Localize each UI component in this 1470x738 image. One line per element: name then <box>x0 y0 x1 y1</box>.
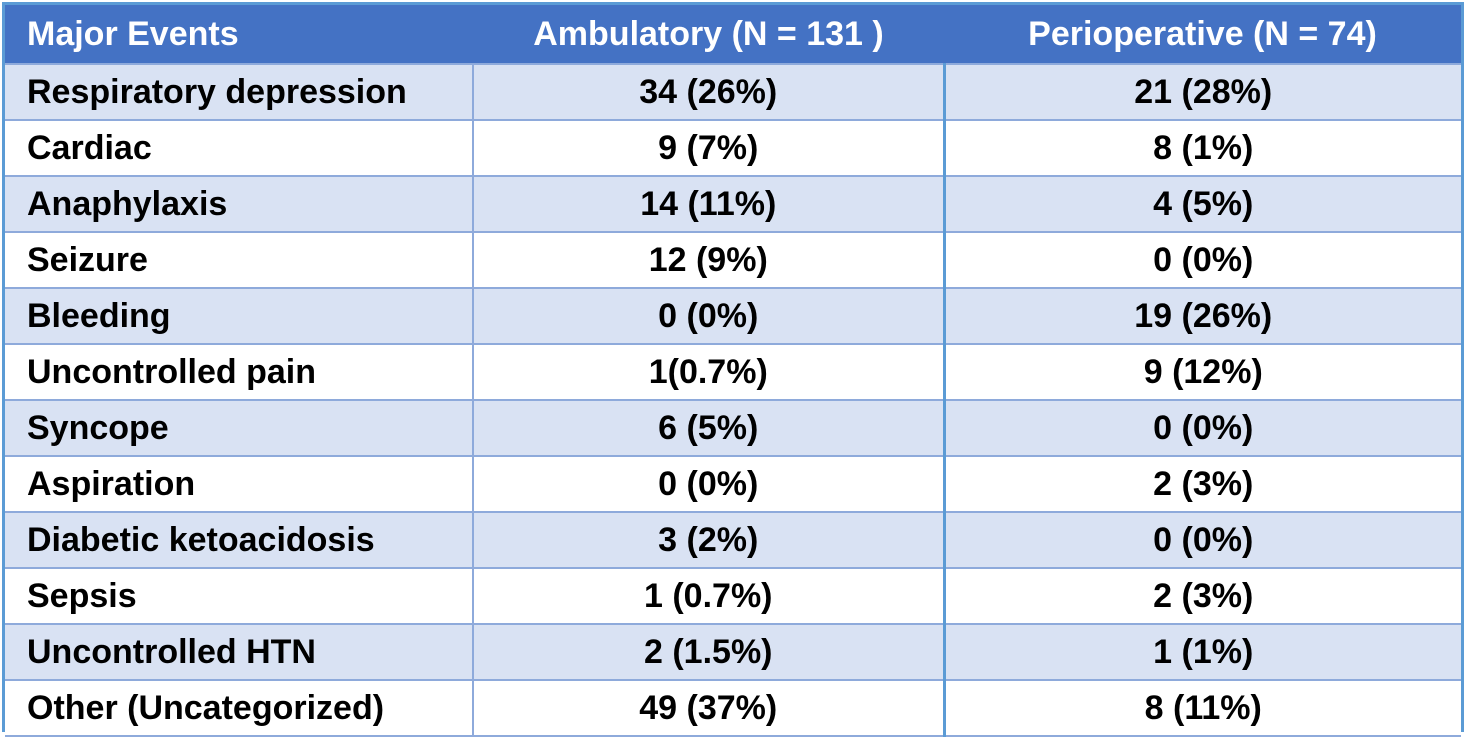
header-ambulatory: Ambulatory (N = 131 ) <box>533 14 884 53</box>
table-row: Diabetic ketoacidosis 3 (2%) 0 (0%) <box>5 511 1461 569</box>
table-row: Seizure 12 (9%) 0 (0%) <box>5 231 1461 289</box>
ambulatory-value: 1(0.7%) <box>472 343 946 401</box>
ambulatory-value: 0 (0%) <box>472 455 946 513</box>
event-name: Syncope <box>5 399 473 457</box>
ambulatory-value: 34 (26%) <box>472 63 946 121</box>
perioperative-value: 4 (5%) <box>942 175 1461 233</box>
event-name: Bleeding <box>5 287 473 345</box>
ambulatory-value: 6 (5%) <box>472 399 946 457</box>
perioperative-value: 2 (3%) <box>942 455 1461 513</box>
event-name: Other (Uncategorized) <box>5 679 473 737</box>
perioperative-value: 8 (1%) <box>942 119 1461 177</box>
ambulatory-value: 14 (11%) <box>472 175 946 233</box>
perioperative-value: 21 (28%) <box>942 63 1461 121</box>
table-row: Sepsis 1 (0.7%) 2 (3%) <box>5 567 1461 625</box>
header-perioperative: Perioperative (N = 74) <box>1028 14 1377 53</box>
table-body: Respiratory depression 34 (26%) 21 (28%)… <box>5 63 1461 737</box>
table-row: Other (Uncategorized) 49 (37%) 8 (11%) <box>5 679 1461 737</box>
event-name: Uncontrolled pain <box>5 343 473 401</box>
perioperative-value: 8 (11%) <box>942 679 1461 737</box>
event-name: Diabetic ketoacidosis <box>5 511 473 569</box>
perioperative-value: 19 (26%) <box>942 287 1461 345</box>
ambulatory-value: 12 (9%) <box>472 231 946 289</box>
header-major-events: Major Events <box>27 14 239 53</box>
table-header-row: Major Events Ambulatory (N = 131 ) Perio… <box>5 5 1461 64</box>
table-row: Uncontrolled HTN 2 (1.5%) 1 (1%) <box>5 623 1461 681</box>
event-name: Anaphylaxis <box>5 175 473 233</box>
perioperative-value: 9 (12%) <box>942 343 1461 401</box>
table-row: Bleeding 0 (0%) 19 (26%) <box>5 287 1461 345</box>
ambulatory-value: 2 (1.5%) <box>472 623 946 681</box>
event-name: Uncontrolled HTN <box>5 623 473 681</box>
perioperative-value: 0 (0%) <box>942 231 1461 289</box>
table-row: Aspiration 0 (0%) 2 (3%) <box>5 455 1461 513</box>
table-row: Cardiac 9 (7%) 8 (1%) <box>5 119 1461 177</box>
perioperative-value: 1 (1%) <box>942 623 1461 681</box>
event-name: Respiratory depression <box>5 63 473 121</box>
table-row: Anaphylaxis 14 (11%) 4 (5%) <box>5 175 1461 233</box>
table-row: Uncontrolled pain 1(0.7%) 9 (12%) <box>5 343 1461 401</box>
event-name: Cardiac <box>5 119 473 177</box>
ambulatory-value: 49 (37%) <box>472 679 946 737</box>
ambulatory-value: 9 (7%) <box>472 119 946 177</box>
event-name: Seizure <box>5 231 473 289</box>
major-events-table: Major Events Ambulatory (N = 131 ) Perio… <box>5 5 1461 737</box>
perioperative-value: 0 (0%) <box>942 399 1461 457</box>
event-name: Aspiration <box>5 455 473 513</box>
perioperative-value: 0 (0%) <box>942 511 1461 569</box>
ambulatory-value: 3 (2%) <box>472 511 946 569</box>
ambulatory-value: 1 (0.7%) <box>472 567 946 625</box>
ambulatory-value: 0 (0%) <box>472 287 946 345</box>
table-row: Syncope 6 (5%) 0 (0%) <box>5 399 1461 457</box>
table-row: Respiratory depression 34 (26%) 21 (28%) <box>5 63 1461 121</box>
perioperative-value: 2 (3%) <box>942 567 1461 625</box>
event-name: Sepsis <box>5 567 473 625</box>
